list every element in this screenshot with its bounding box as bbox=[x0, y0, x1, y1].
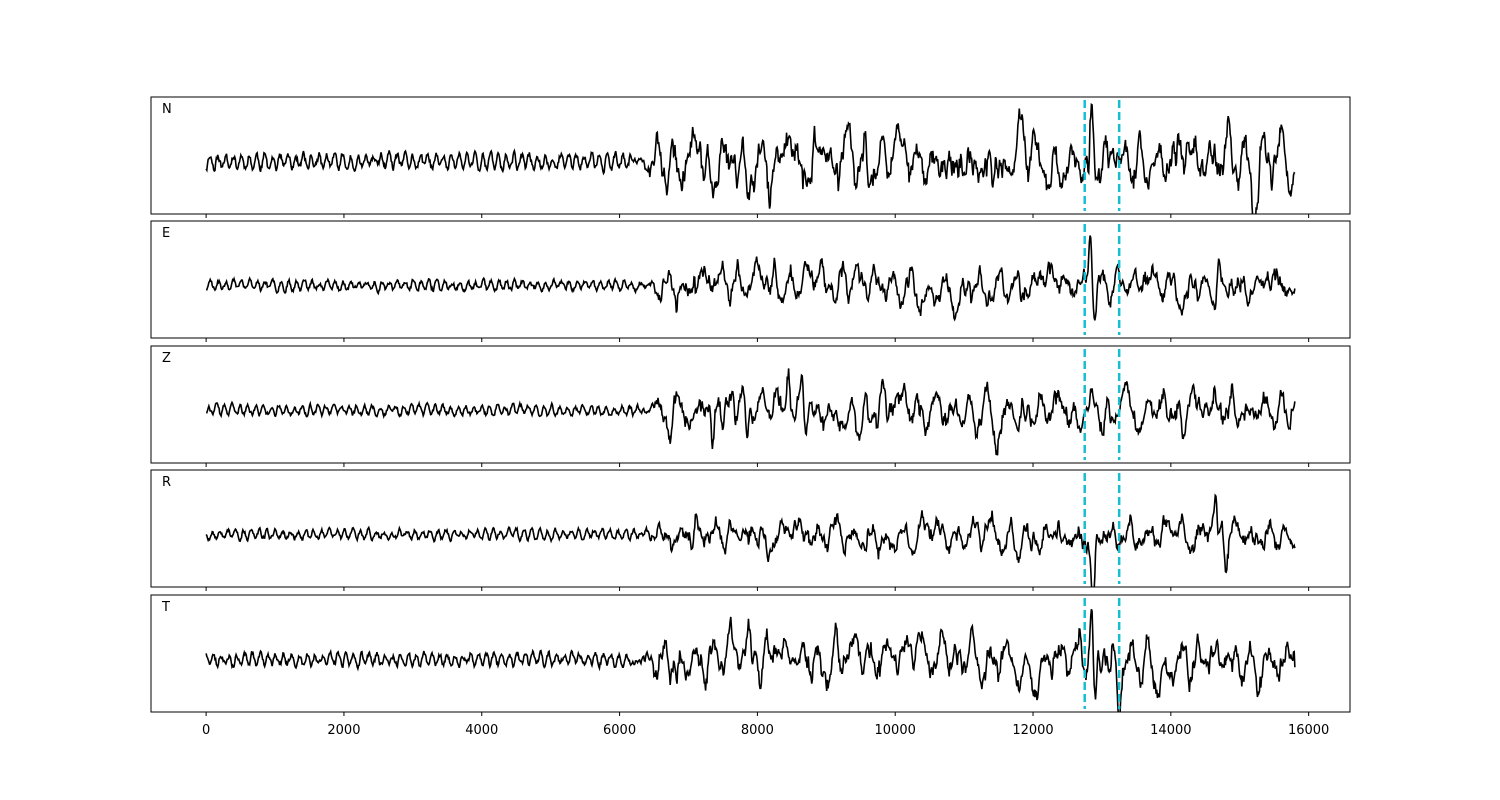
x-tick-label: 4000 bbox=[465, 723, 498, 738]
panel-t: T bbox=[150, 594, 1351, 716]
panel-z: Z bbox=[150, 345, 1351, 467]
x-tick-label: 12000 bbox=[1012, 723, 1053, 738]
x-tick-label: 2000 bbox=[327, 723, 360, 738]
panel-label-r: R bbox=[162, 475, 171, 490]
trace-n bbox=[205, 103, 1296, 214]
panel-label-n: N bbox=[162, 102, 172, 117]
trace-r bbox=[205, 493, 1296, 587]
x-tick-label: 0 bbox=[202, 723, 210, 738]
trace-t bbox=[205, 608, 1296, 712]
panel-frame bbox=[150, 220, 1351, 339]
panel-label-t: T bbox=[161, 600, 170, 615]
panel-frame bbox=[150, 96, 1351, 215]
panels-group: N E Z R T bbox=[150, 96, 1351, 716]
x-tick-label: 16000 bbox=[1288, 723, 1329, 738]
panel-r: R bbox=[150, 469, 1351, 591]
panel-n: N bbox=[150, 96, 1351, 218]
x-tick-label: 6000 bbox=[603, 723, 636, 738]
trace-e bbox=[205, 235, 1296, 322]
panel-frame bbox=[150, 469, 1351, 588]
panel-frame bbox=[150, 594, 1351, 713]
x-tick-label: 8000 bbox=[741, 723, 774, 738]
trace-z bbox=[205, 368, 1296, 456]
panel-label-z: Z bbox=[162, 351, 171, 366]
x-tick-label: 10000 bbox=[875, 723, 916, 738]
panel-label-e: E bbox=[162, 226, 170, 241]
x-axis: 0 2000 4000 6000 8000 10000 12000 14000 16000 bbox=[202, 723, 1329, 738]
x-tick-label: 14000 bbox=[1150, 723, 1191, 738]
panel-e: E bbox=[150, 220, 1351, 342]
panel-frame bbox=[150, 345, 1351, 464]
